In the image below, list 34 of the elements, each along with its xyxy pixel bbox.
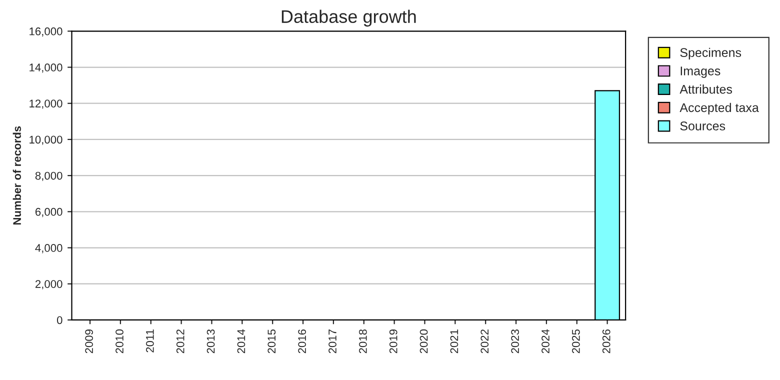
- x-tick-label: 2009: [85, 330, 93, 354]
- legend-label: Attributes: [680, 84, 732, 94]
- x-tick-label: 2014: [237, 329, 246, 354]
- x-tick-label: 2022: [480, 330, 489, 354]
- y-tick-label: 6,000: [35, 208, 62, 218]
- x-tick-label: 2010: [116, 329, 124, 354]
- x-tick-label: 2016: [298, 329, 306, 354]
- x-tick-label: 2024: [542, 329, 550, 354]
- y-tick-label: 10,000: [30, 136, 62, 145]
- legend-label: Specimens: [680, 48, 742, 60]
- x-tick-label: 2023: [511, 329, 519, 354]
- legend-label: Sources: [680, 122, 726, 130]
- x-tick-label: 2012: [176, 330, 184, 354]
- chart-title: Database growth: [282, 10, 416, 27]
- y-tick-label: 12,000: [30, 100, 62, 109]
- x-tick-label: 2017: [328, 330, 336, 354]
- y-tick-label: 14,000: [30, 64, 62, 73]
- y-tick-label: 8,000: [35, 172, 62, 182]
- legend-label: Images: [680, 66, 720, 78]
- x-tick-label: 2019: [389, 330, 398, 354]
- y-axis-title: Number of records: [12, 126, 21, 225]
- x-tick-label: 2026: [602, 329, 610, 354]
- legend-label: Accepted taxa: [680, 102, 759, 115]
- x-tick-label: 2025: [572, 329, 580, 354]
- y-tick-label: 2,000: [35, 280, 62, 290]
- y-tick-label: 0: [56, 316, 62, 324]
- y-tick-label: 16,000: [30, 27, 62, 37]
- x-tick-label: 2020: [420, 329, 428, 354]
- x-tick-label: 2021: [450, 330, 458, 354]
- x-tick-label: 2018: [358, 329, 367, 354]
- x-tick-label: 2013: [206, 329, 215, 354]
- y-tick-label: 4,000: [35, 244, 62, 254]
- x-tick-label: 2015: [268, 329, 276, 354]
- x-tick-label: 2011: [146, 330, 154, 352]
